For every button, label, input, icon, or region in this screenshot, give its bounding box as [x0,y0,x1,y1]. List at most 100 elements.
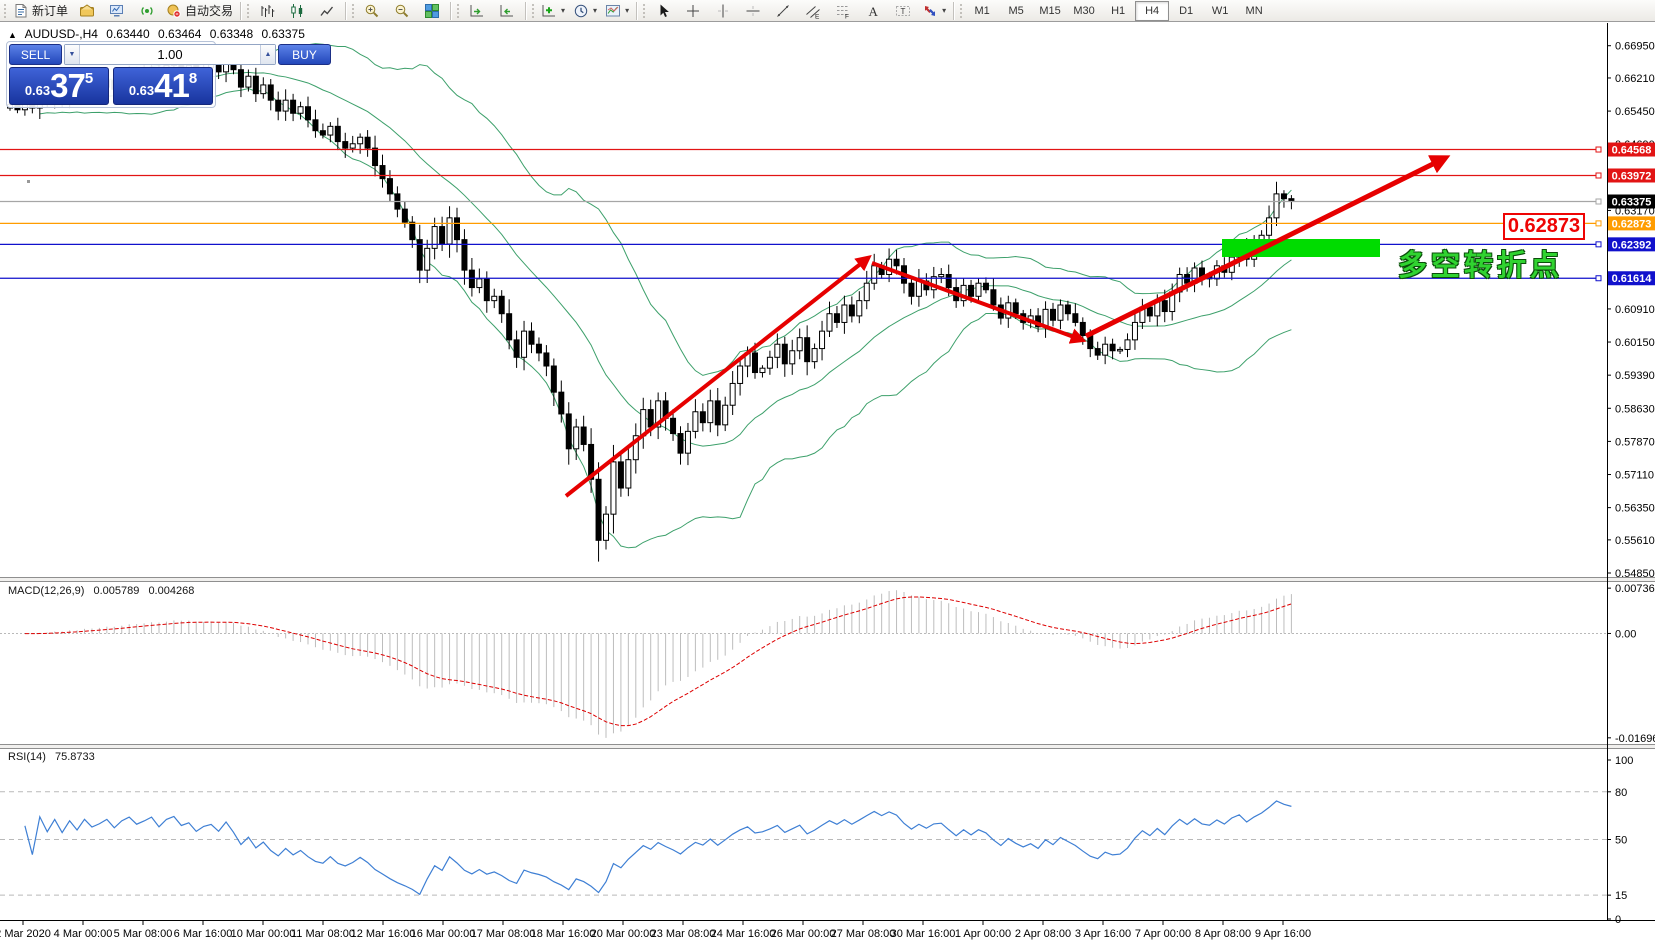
timeframe-m5-button[interactable]: M5 [1008,4,1024,17]
cursor-button[interactable] [648,0,678,22]
tile-windows-button[interactable] [417,0,447,22]
cursor-icon [660,4,669,17]
rsi-tick-label: 50 [1615,835,1627,847]
zoom-out-button[interactable] [387,0,417,22]
macd-signal-line [24,596,1292,727]
line-chart-button[interactable] [312,0,342,22]
market-watch-icon [110,4,124,16]
new-order-button[interactable]: 新订单 [9,0,72,22]
templates-dropdown-caret[interactable]: ▾ [625,6,630,15]
toolbar-grip [246,2,251,19]
channel-button[interactable]: E [798,0,828,22]
sell-price-pip: 5 [84,70,94,87]
price-tick-label: 0.66950 [1615,41,1655,53]
timeframe-h1-button[interactable]: H1 [1111,4,1126,17]
indicators-dropdown-caret[interactable]: ▾ [561,6,566,15]
timeframe-w1-button[interactable]: W1 [1211,4,1229,17]
rsi-pane-layer [0,791,1607,896]
periods-button[interactable]: ▾ [569,0,601,22]
buy-button[interactable]: BUY [278,44,331,65]
macd-pane-layer [0,590,1607,738]
price-badge-label: 0.62873 [1612,218,1652,230]
alerts-icon [80,3,95,16]
periods-dropdown-caret[interactable]: ▾ [593,6,598,15]
auto-scroll-button[interactable] [462,0,492,22]
timeframe-m1-button[interactable]: M1 [974,4,990,17]
buy-price-prefix: 0.63 [128,83,155,98]
price-badge [1608,237,1655,252]
date-tick-label: 3 Apr 16:00 [1075,928,1131,940]
pane-splitter[interactable] [0,577,1655,582]
candle-chart-button[interactable] [282,0,312,22]
macd-tick-label: 0.007363 [1615,583,1655,595]
toolbar-grip [351,2,356,19]
buy-price-big: 41 [154,67,190,104]
indicators-icon [542,4,556,16]
pane-splitter[interactable] [0,744,1655,749]
arrows-dropdown-caret[interactable]: ▾ [942,6,947,15]
macd-value-signal: 0.004268 [148,585,195,597]
price-level-anchor [1595,146,1602,153]
bar-chart-button[interactable] [252,0,282,22]
ohlc-open: 0.63440 [106,27,150,41]
autotrading-button[interactable]: 自动交易 [162,0,237,22]
price-level-anchor [1595,172,1602,179]
toolbar-separator [525,1,527,20]
price-badge [1608,271,1655,286]
buy-price-display[interactable]: 0.63 41 8 [113,67,213,105]
alerts-button[interactable] [72,0,102,22]
svg-text:A: A [869,4,879,19]
sell-price-display[interactable]: 0.63 37 5 [9,67,109,105]
candlesticks-layer[interactable] [7,50,1295,562]
date-tick-label: 2 Apr 08:00 [1015,928,1071,940]
text-button[interactable]: A [858,0,888,22]
text-icon: A [869,4,879,19]
collapse-panel-icon[interactable]: ▲ [8,30,17,40]
timeframe-m30-button[interactable]: M30 [1073,4,1095,17]
sell-button[interactable]: SELL [9,44,62,65]
crosshair-icon [687,4,700,17]
timeframe-h4-button[interactable]: H4 [1135,0,1170,21]
new-order-icon [15,3,27,17]
rsi-tick-label: 0 [1615,914,1621,926]
volume-down-button[interactable]: ▼ [65,45,80,64]
price-tick-label: 0.65450 [1615,106,1655,118]
label-button[interactable]: T [888,0,918,22]
fibonacci-icon: F [837,5,850,19]
bollinger-lower-band [39,88,1292,549]
indicators-button[interactable]: ▾ [537,0,569,22]
date-tick-label: 18 Mar 16:00 [531,928,596,940]
zoom-in-button[interactable] [357,0,387,22]
timeframe-mn-button[interactable]: MN [1245,4,1263,17]
price-tick-label: 0.57110 [1615,470,1654,482]
date-tick-label: 8 Apr 08:00 [1195,928,1251,940]
ohlc-close: 0.63375 [261,27,305,41]
vertical-line-button[interactable] [708,0,738,22]
date-tick-label: 6 Mar 16:00 [174,928,233,940]
horizontal-line-button[interactable] [738,0,768,22]
market-watch-button[interactable] [102,0,132,22]
svg-text:T: T [901,7,906,16]
date-tick-label: 30 Mar 16:00 [891,928,956,940]
svg-text:F: F [845,13,849,19]
line-chart-icon [320,6,334,16]
arrows-button[interactable]: ▾ [918,0,950,22]
chart-shift-button[interactable] [492,0,522,22]
object-anchor-dot [27,180,30,183]
date-tick-label: 20 Mar 00:00 [591,928,656,940]
timeframe-m15-button[interactable]: M15 [1039,4,1061,17]
ohlc-high: 0.63464 [158,27,202,41]
volume-input[interactable] [80,45,260,64]
fibonacci-button[interactable]: F [828,0,858,22]
trendline-button[interactable] [768,0,798,22]
rsi-label: RSI(14) 75.8733 [8,751,101,763]
arrows-icon [925,5,936,16]
volume-up-button[interactable]: ▲ [260,45,275,64]
bollinger-middle-band [39,71,1292,447]
price-level-anchor [1595,198,1602,205]
crosshair-button[interactable] [678,0,708,22]
templates-button[interactable]: ▾ [601,0,633,22]
signals-button[interactable] [132,0,162,22]
timeframe-d1-button[interactable]: D1 [1179,4,1194,17]
